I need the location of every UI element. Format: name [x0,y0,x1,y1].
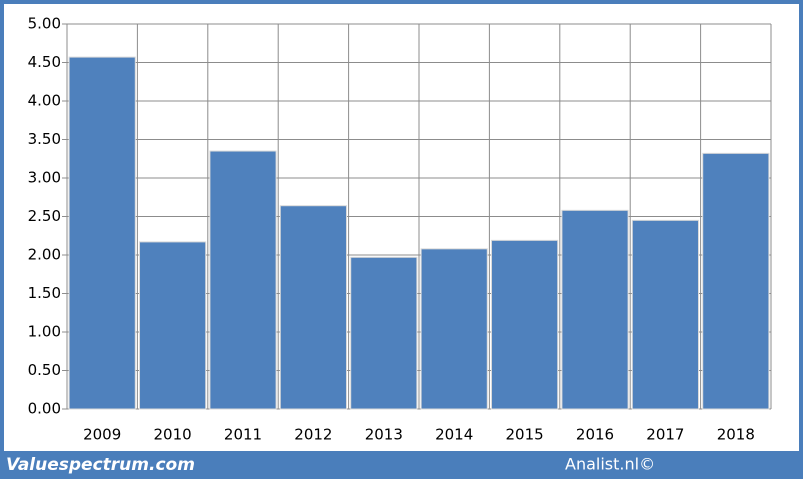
bar [561,209,629,410]
x-tick-label: 2011 [224,426,262,444]
y-tick-label: 4.00 [28,92,61,110]
y-tick-label: 0.50 [28,361,61,379]
x-tick-label: 2016 [576,426,614,444]
bar [702,152,770,410]
bar [68,56,136,410]
y-tick-label: 0.00 [28,400,61,418]
y-tick-label: 3.50 [28,130,61,148]
bar [491,239,559,410]
bar [420,248,488,410]
bar [631,219,699,410]
bar [139,241,207,410]
x-tick-label: 2017 [646,426,684,444]
x-tick-label: 2014 [435,426,473,444]
x-tick-label: 2010 [154,426,192,444]
footer-left: Valuespectrum.com [6,455,195,475]
y-tick-label: 1.50 [28,284,61,302]
x-tick-label: 2012 [294,426,332,444]
y-tick-label: 5.00 [28,15,61,33]
x-tick-label: 2009 [83,426,121,444]
y-tick-label: 4.50 [28,53,61,71]
y-tick-label: 1.00 [28,323,61,341]
bar [350,256,418,410]
bar [209,150,277,410]
x-tick-label: 2018 [717,426,755,444]
x-tick-label: 2013 [365,426,403,444]
y-tick-label: 3.00 [28,169,61,187]
x-tick-label: 2015 [506,426,544,444]
footer-right: Analist.nl© [565,455,655,474]
y-tick-label: 2.00 [28,246,61,264]
y-tick-label: 2.50 [28,207,61,225]
bar [279,205,347,410]
